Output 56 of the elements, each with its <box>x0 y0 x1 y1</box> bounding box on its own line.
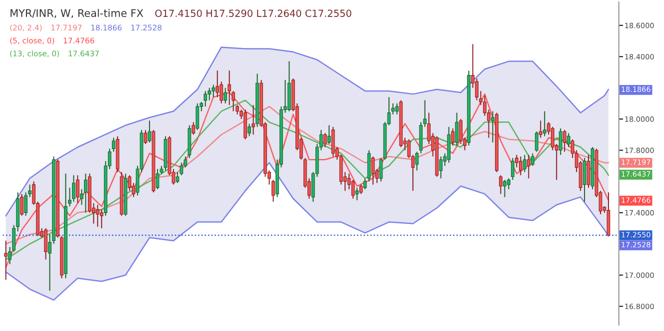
candlestick <box>96 204 100 228</box>
candlestick <box>148 120 152 143</box>
candlestick <box>534 131 538 152</box>
text: O17.4150 H17.5290 L17.2640 C17.2550 <box>155 10 352 17</box>
candlestick <box>84 173 88 214</box>
candlestick <box>196 102 200 130</box>
candlestick <box>212 84 216 98</box>
candlestick <box>439 156 443 179</box>
candlestick <box>503 179 506 198</box>
candlestick <box>542 110 546 137</box>
candlestick <box>24 192 28 216</box>
candlestick <box>459 118 462 144</box>
candlestick <box>355 187 359 201</box>
candlestick <box>327 124 331 144</box>
candlestick <box>566 132 570 148</box>
candlestick <box>100 209 104 229</box>
candlestick <box>224 87 228 104</box>
candlestick <box>395 102 399 115</box>
candlestick <box>518 156 522 176</box>
candlestick <box>415 151 419 172</box>
candlestick <box>530 152 534 166</box>
line-series <box>5 162 610 301</box>
candlestick <box>359 184 363 194</box>
candlestick <box>156 168 160 190</box>
candlestick <box>538 120 542 138</box>
candlestick <box>252 104 255 136</box>
candlestick <box>72 174 76 202</box>
candlestick <box>451 128 455 146</box>
candlestick <box>499 174 502 194</box>
candlestick <box>144 129 148 144</box>
candlestick <box>558 128 562 156</box>
text: MYR/INR, W, Real-time FX <box>10 8 144 18</box>
candlestick <box>371 156 375 186</box>
candlestick <box>4 240 8 280</box>
candlestick <box>331 126 335 157</box>
candlestick <box>586 154 590 188</box>
line-series <box>5 46 610 216</box>
candlestick <box>323 132 327 148</box>
candlestick <box>582 158 586 202</box>
candlestick <box>455 112 458 146</box>
candlestick <box>272 179 275 202</box>
candlestick <box>248 123 251 137</box>
candlestick <box>192 122 196 136</box>
candlestick <box>20 193 24 216</box>
candlestick <box>526 154 530 179</box>
candlestick <box>522 154 526 173</box>
candlestick <box>44 228 48 260</box>
candlestick <box>351 179 355 200</box>
candlestick <box>76 174 80 204</box>
candlestick <box>228 70 232 106</box>
candlestick <box>491 110 494 143</box>
candlestick <box>216 70 220 98</box>
candlestick <box>48 234 52 292</box>
candlestick <box>204 90 208 108</box>
candlestick <box>562 129 566 152</box>
candlestick <box>363 178 367 190</box>
